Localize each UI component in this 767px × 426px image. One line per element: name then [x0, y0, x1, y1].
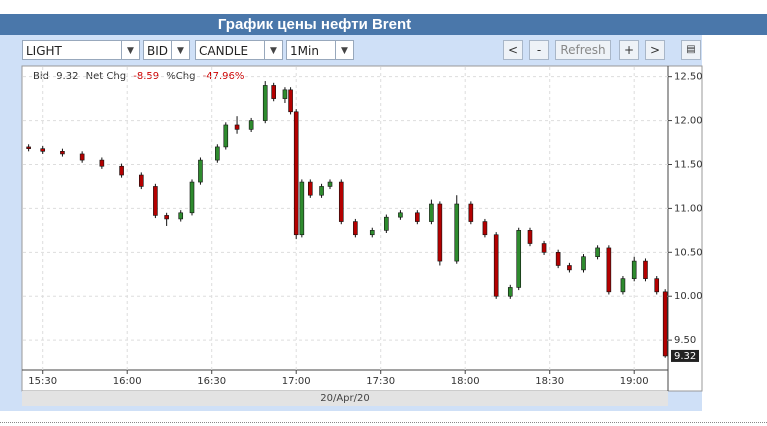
- candle-body: [178, 212, 184, 220]
- select-text: CANDLE: [199, 44, 249, 58]
- candle-body: [138, 174, 144, 187]
- title-bar: График цены нефти Brent: [0, 14, 767, 35]
- date-label: 20/Apr/20: [320, 393, 370, 404]
- candle-body: [79, 153, 85, 161]
- x-tick-label: 17:30: [366, 376, 395, 387]
- candle-body: [60, 151, 65, 155]
- zoom-out-button[interactable]: -: [529, 40, 549, 60]
- candle-body: [215, 146, 220, 161]
- y-tick-label: 11.00: [674, 203, 703, 214]
- dropdown-arrow: ▼: [171, 41, 189, 59]
- candle-body: [271, 85, 276, 99]
- dropdown-arrow: ▼: [121, 41, 139, 59]
- candle-body: [234, 124, 240, 130]
- x-tick-label: 19:00: [620, 376, 649, 387]
- candle-body: [99, 159, 105, 167]
- candle-body: [164, 215, 169, 220]
- candle-body: [223, 124, 229, 148]
- page-title: График цены нефти Brent: [217, 16, 412, 33]
- x-tick-label: 18:30: [535, 376, 564, 387]
- candle-body: [555, 252, 561, 266]
- candle-body: [516, 230, 522, 288]
- candle-body: [299, 181, 305, 236]
- last-price-label: 9.32: [674, 351, 696, 362]
- date-strip: [22, 391, 668, 406]
- y-tick-label: 10.50: [674, 247, 703, 258]
- candle-body: [468, 203, 474, 222]
- candle-body: [415, 212, 420, 222]
- candle-body: [307, 181, 313, 196]
- y-tick-label: 12.50: [674, 72, 703, 83]
- last-price-tag: [671, 349, 699, 362]
- candle-body: [384, 216, 389, 231]
- candle-body: [369, 230, 375, 236]
- candle-body: [507, 287, 513, 297]
- candle-body: [595, 247, 600, 258]
- candle-body: [643, 260, 648, 279]
- y-tick-label: 11.50: [674, 159, 703, 170]
- candle-body: [620, 278, 626, 293]
- candle-body: [198, 159, 203, 183]
- x-tick-label: 16:30: [197, 376, 226, 387]
- y-tick-label: 9.50: [674, 335, 696, 346]
- select-text: BID: [147, 44, 169, 58]
- candle-body: [454, 203, 460, 262]
- select-text: LIGHT: [26, 44, 62, 58]
- divider: [0, 422, 767, 423]
- forward-button[interactable]: >: [645, 40, 665, 60]
- zoom-in-button[interactable]: +: [619, 40, 639, 60]
- candle-body: [398, 212, 403, 218]
- candle-body: [654, 278, 660, 293]
- interval-select[interactable]: 1Min ▼: [286, 40, 354, 60]
- candle-body: [353, 221, 358, 236]
- candle-body: [567, 265, 572, 271]
- candle-body: [153, 186, 158, 216]
- candle-body: [26, 146, 31, 149]
- candle-body: [338, 181, 344, 222]
- refresh-button[interactable]: Refresh: [555, 40, 611, 60]
- candle-body: [437, 203, 443, 262]
- candle-body: [293, 111, 299, 236]
- candle-body: [40, 148, 46, 152]
- back-button[interactable]: <: [503, 40, 523, 60]
- style-select[interactable]: CANDLE ▼: [195, 40, 283, 60]
- candle-body: [327, 181, 333, 187]
- info-label: Net Chg: [86, 71, 126, 82]
- candle-body: [248, 120, 254, 130]
- table-button[interactable]: ▤: [681, 40, 701, 60]
- info-value: -8.59: [133, 71, 159, 82]
- candle-body: [482, 221, 488, 236]
- candle-body: [527, 230, 533, 244]
- dropdown-arrow: ▼: [264, 41, 282, 59]
- candle-body: [429, 203, 434, 222]
- x-tick-label: 18:00: [451, 376, 480, 387]
- dropdown-arrow: ▼: [335, 41, 353, 59]
- candle-body: [541, 243, 547, 253]
- candle-body: [493, 234, 499, 297]
- x-tick-label: 17:00: [282, 376, 311, 387]
- candle-body: [581, 256, 586, 271]
- candle-body: [288, 89, 293, 113]
- candle-body: [631, 260, 637, 279]
- candle-body: [319, 186, 324, 196]
- plot-frame: [21, 65, 703, 392]
- x-tick-label: 16:00: [113, 376, 142, 387]
- symbol-select[interactable]: LIGHT ▼: [22, 40, 140, 60]
- candle-body: [662, 291, 668, 357]
- candle-body: [189, 181, 195, 214]
- x-tick-label: 15:30: [28, 376, 57, 387]
- candle-body: [606, 247, 612, 293]
- price-select[interactable]: BID ▼: [143, 40, 190, 60]
- select-text: 1Min: [290, 44, 319, 58]
- y-tick-label: 10.00: [674, 291, 703, 302]
- candle-body: [119, 165, 124, 176]
- y-tick-label: 12.00: [674, 116, 703, 127]
- candle-body: [282, 89, 288, 99]
- candle-body: [262, 85, 268, 121]
